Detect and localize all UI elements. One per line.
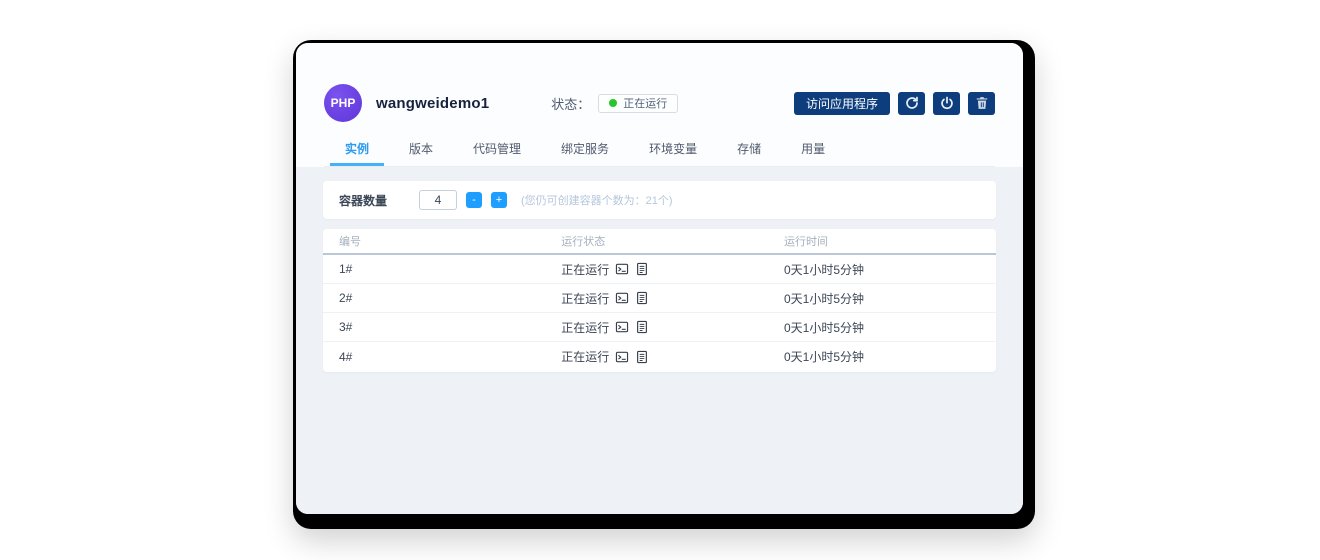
- tab-code-management[interactable]: 代码管理: [473, 142, 522, 156]
- table-row: 2# 正在运行 0天1小时5分钟: [323, 284, 996, 313]
- instance-id: 2#: [339, 291, 353, 305]
- terminal-icon[interactable]: [615, 262, 629, 276]
- instance-uptime: 0天1小时5分钟: [783, 350, 865, 364]
- instance-status: 正在运行: [561, 262, 610, 277]
- terminal-icon[interactable]: [615, 291, 629, 305]
- access-app-button[interactable]: 访问应用程序: [793, 91, 890, 115]
- log-icon[interactable]: [635, 291, 649, 305]
- status-value: 正在运行: [623, 98, 668, 110]
- app-header: PHP wangweidemo1 状态： 正在运行 访问应用程序: [296, 43, 1023, 167]
- instance-id: 4#: [339, 349, 353, 364]
- content-area: 容器数量 - + (您仍可创建容器个数为：21个) 编号 运行状态 运行时间 1…: [296, 167, 1023, 514]
- app-window: PHP wangweidemo1 状态： 正在运行 访问应用程序: [296, 43, 1023, 514]
- tab-storage[interactable]: 存储: [737, 142, 762, 156]
- container-count-label: 容器数量: [339, 193, 388, 208]
- trash-icon: [975, 96, 989, 110]
- decrease-count-button[interactable]: -: [466, 192, 483, 208]
- table-row: 1# 正在运行 0天1小时5分钟: [323, 255, 996, 284]
- power-icon: [940, 96, 954, 110]
- table-body: 1# 正在运行 0天1小时5分钟 2# 正在运行: [323, 255, 996, 371]
- instance-status: 正在运行: [561, 350, 610, 364]
- table-row: 4# 正在运行 0天1小时5分钟: [323, 342, 996, 371]
- instance-uptime: 0天1小时5分钟: [783, 291, 865, 306]
- container-count-input[interactable]: [419, 190, 458, 210]
- container-count-card: 容器数量 - + (您仍可创建容器个数为：21个): [323, 181, 996, 219]
- power-button[interactable]: [933, 91, 960, 115]
- restart-button[interactable]: [898, 91, 925, 115]
- container-count-hint: (您仍可创建容器个数为：21个): [521, 195, 673, 207]
- status-dot-icon: [609, 99, 618, 107]
- table-row: 3# 正在运行 0天1小时5分钟: [323, 313, 996, 342]
- instance-uptime: 0天1小时5分钟: [783, 262, 865, 277]
- log-icon[interactable]: [635, 350, 649, 364]
- tab-bar: 实例 版本 代码管理 绑定服务 环境变量 存储 用量: [324, 133, 995, 167]
- php-avatar: PHP: [324, 84, 362, 122]
- restart-icon: [905, 96, 919, 110]
- tab-env-variables[interactable]: 环境变量: [649, 142, 698, 156]
- delete-button[interactable]: [968, 91, 995, 115]
- tab-instances[interactable]: 实例: [330, 133, 385, 166]
- instance-id: 1#: [339, 262, 353, 276]
- app-name: wangweidemo1: [376, 94, 490, 112]
- terminal-icon[interactable]: [615, 320, 629, 334]
- terminal-icon[interactable]: [615, 350, 629, 364]
- app-title-row: PHP wangweidemo1 状态： 正在运行 访问应用程序: [324, 83, 995, 123]
- instance-uptime: 0天1小时5分钟: [783, 320, 865, 335]
- increase-count-button[interactable]: +: [491, 192, 508, 208]
- tab-usage[interactable]: 用量: [801, 142, 826, 156]
- instances-table: 编号 运行状态 运行时间 1# 正在运行: [323, 229, 996, 372]
- table-header-row: 编号 运行状态 运行时间: [323, 229, 996, 255]
- status-badge: 正在运行: [598, 93, 679, 113]
- column-header-uptime: 运行时间: [783, 236, 828, 248]
- app-window-frame: PHP wangweidemo1 状态： 正在运行 访问应用程序: [293, 40, 1035, 529]
- log-icon[interactable]: [635, 262, 649, 276]
- instance-id: 3#: [339, 320, 353, 334]
- instance-status: 正在运行: [561, 320, 610, 335]
- column-header-status: 运行状态: [561, 236, 606, 248]
- tab-versions[interactable]: 版本: [409, 142, 434, 156]
- status-label: 状态：: [551, 96, 591, 112]
- column-header-id: 编号: [339, 236, 361, 248]
- log-icon[interactable]: [635, 320, 649, 334]
- tab-bound-services[interactable]: 绑定服务: [561, 142, 610, 156]
- instance-status: 正在运行: [561, 291, 610, 306]
